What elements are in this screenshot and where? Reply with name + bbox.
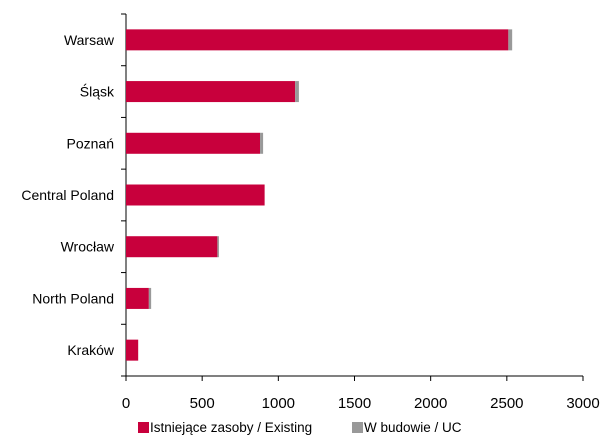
legend-swatch — [138, 422, 149, 433]
x-tick-label: 500 — [190, 395, 215, 412]
bar-under-construction — [217, 236, 219, 258]
legend-swatch — [352, 422, 363, 433]
bar-under-construction — [295, 81, 299, 103]
category-label: Central Poland — [21, 187, 114, 203]
category-label: Kraków — [67, 342, 115, 358]
bar-existing — [126, 339, 139, 361]
bar-existing — [126, 184, 265, 206]
bar-existing — [126, 29, 509, 51]
category-label: Warsaw — [64, 32, 115, 48]
category-label: Poznań — [67, 135, 114, 151]
bar-existing — [126, 81, 296, 103]
bar-existing — [126, 132, 261, 154]
category-label: Śląsk — [80, 83, 115, 100]
category-label: North Poland — [32, 290, 114, 306]
bar-under-construction — [148, 287, 152, 309]
x-tick-label: 2500 — [490, 395, 523, 412]
category-label: Wrocław — [61, 239, 115, 255]
bar-existing — [126, 287, 149, 309]
x-tick-label: 1000 — [262, 395, 295, 412]
x-tick-label: 3000 — [566, 395, 599, 412]
bar-under-construction — [260, 132, 264, 154]
x-tick-label: 2000 — [414, 395, 447, 412]
legend-label: Istniejące zasoby / Existing — [150, 420, 312, 435]
bar-existing — [126, 236, 218, 258]
x-tick-label: 1500 — [338, 395, 371, 412]
legend-label: W budowie / UC — [364, 420, 462, 435]
x-tick-label: 0 — [122, 395, 130, 412]
bar-under-construction — [508, 29, 513, 51]
